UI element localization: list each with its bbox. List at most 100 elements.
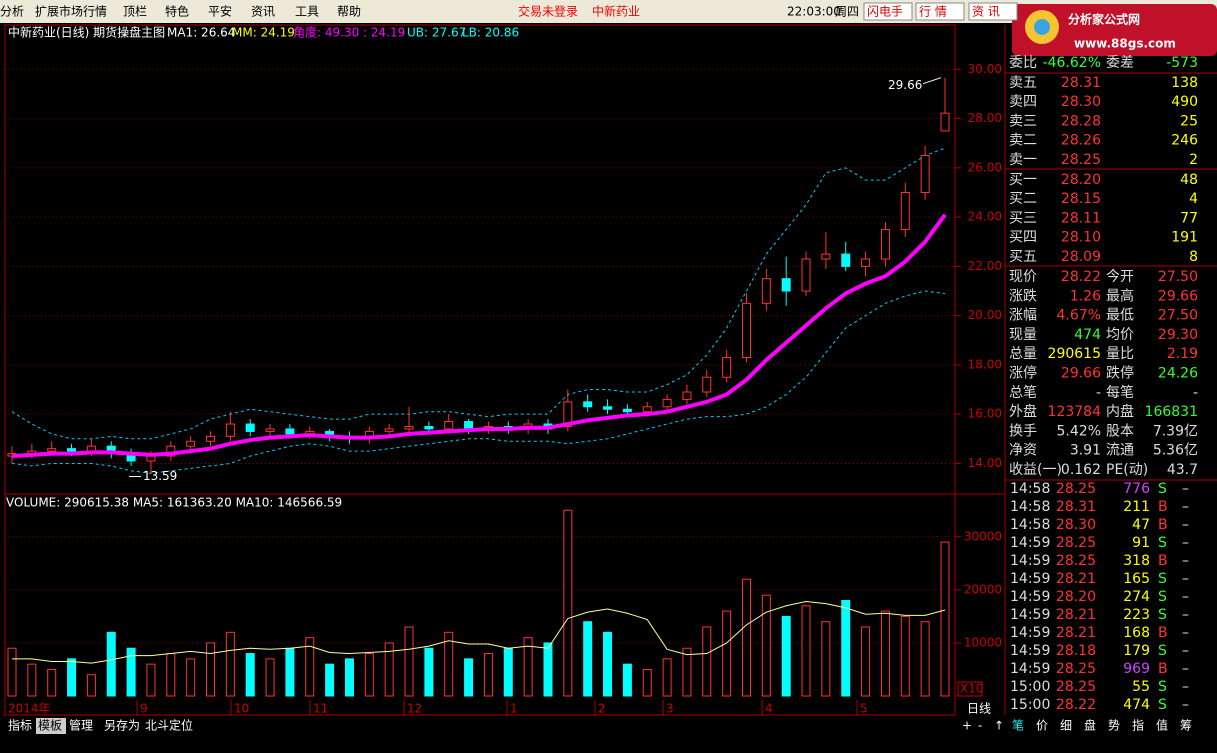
trade-price: 28.22 xyxy=(1056,697,1096,713)
book-volume: 191 xyxy=(1171,230,1198,246)
menu-item[interactable]: 特色 xyxy=(165,4,189,19)
y-tick-label: 20.00 xyxy=(968,308,1002,322)
volume-bar xyxy=(662,658,672,697)
logo-title: 分析家公式网 xyxy=(1068,12,1140,27)
trade-side: B xyxy=(1158,553,1168,569)
side-tab[interactable]: 细 xyxy=(1060,719,1072,733)
x-tick-label: 10 xyxy=(234,702,249,716)
menu-item[interactable]: 分析 xyxy=(0,5,24,19)
quote-label: 流通 xyxy=(1106,443,1134,459)
quote-label: 总量 xyxy=(1009,346,1037,362)
quote-label: 涨停 xyxy=(1009,365,1037,382)
volume-bar xyxy=(424,647,434,697)
volume-bar xyxy=(503,647,513,697)
side-tab[interactable]: 价 xyxy=(1036,719,1048,733)
volume-bar xyxy=(126,647,136,697)
side-tab[interactable]: 势 xyxy=(1108,719,1120,733)
y-tick-label: 10000 xyxy=(964,635,1002,649)
quote-value: 29.30 xyxy=(1158,327,1198,343)
bottom-tab[interactable]: 北斗定位 xyxy=(145,718,193,733)
side-tab[interactable]: 筹 xyxy=(1180,719,1192,733)
book-volume: 8 xyxy=(1189,249,1198,265)
quote-value: - xyxy=(1096,385,1101,401)
trade-side: S xyxy=(1158,679,1167,695)
trade-side: S xyxy=(1158,643,1167,659)
volume-bar xyxy=(603,631,613,697)
volume-bar xyxy=(821,621,831,697)
x-tick-label: 2 xyxy=(598,702,606,716)
trade-price: 28.21 xyxy=(1056,625,1096,641)
side-tab[interactable]: 盘 xyxy=(1084,718,1096,733)
button[interactable] xyxy=(915,2,965,21)
quote-label: 外盘 xyxy=(1009,403,1037,420)
trade-time: 15:00 xyxy=(1010,697,1050,713)
x-tick-label: 3 xyxy=(666,702,674,716)
trade-time: 14:59 xyxy=(1010,625,1050,641)
button-label[interactable]: 行 情 xyxy=(919,5,947,19)
unit-box xyxy=(957,681,983,697)
bottom-tab[interactable]: 指标 xyxy=(8,718,32,733)
trade-price: 28.25 xyxy=(1056,553,1096,569)
volume-bar xyxy=(543,642,553,697)
quote-value: 5.36亿 xyxy=(1153,443,1198,459)
volume-bar xyxy=(225,631,235,697)
trade-flag: – xyxy=(1182,553,1189,569)
weekday: 周四 xyxy=(835,5,859,19)
trade-flag: – xyxy=(1182,535,1189,551)
button[interactable] xyxy=(863,2,913,21)
candle-body xyxy=(622,408,632,413)
clock: 22:03:00 xyxy=(787,5,841,19)
volume-bar xyxy=(920,621,930,697)
side-control[interactable]: - xyxy=(978,719,982,733)
candle-body xyxy=(781,278,791,292)
logo-url: www.88gs.com xyxy=(1074,37,1176,51)
book-price: 28.09 xyxy=(1061,249,1101,265)
bottom-tab[interactable]: 模板 xyxy=(38,719,62,733)
candle-body xyxy=(861,258,871,267)
book-label: 买四 xyxy=(1009,230,1037,246)
side-tab[interactable]: 笔 xyxy=(1012,718,1024,733)
menu-item[interactable]: 顶栏 xyxy=(123,4,147,19)
menu-item[interactable]: 工具 xyxy=(295,5,319,19)
moving-average xyxy=(11,213,947,459)
trade-flag: – xyxy=(1182,679,1189,695)
candle-body xyxy=(563,401,573,427)
volume-bar xyxy=(702,626,712,697)
book-label: 买五 xyxy=(1009,249,1037,265)
quote-value: 7.39亿 xyxy=(1153,423,1198,439)
side-tab[interactable]: 值 xyxy=(1156,718,1168,733)
active-tab-bg xyxy=(36,718,66,734)
bottom-bar xyxy=(0,716,1217,753)
bottom-tab[interactable]: 管理 xyxy=(69,718,93,733)
volume-bar xyxy=(47,668,57,697)
quote-value: 29.66 xyxy=(1158,288,1198,304)
quote-value: 43.7 xyxy=(1167,462,1198,478)
trade-flag: – xyxy=(1182,589,1189,605)
button-label[interactable]: 资 讯 xyxy=(972,5,1000,19)
side-tab[interactable]: 指 xyxy=(1132,718,1144,733)
y-tick-label: 20000 xyxy=(964,582,1002,596)
volume-bar xyxy=(206,642,216,697)
book-price: 28.11 xyxy=(1061,210,1101,226)
trade-volume: 47 xyxy=(1132,517,1150,533)
quote-value: -573 xyxy=(1166,55,1198,71)
button-label[interactable]: 闪电手 xyxy=(867,5,903,19)
bottom-tab[interactable]: 另存为 xyxy=(104,719,140,733)
volume-bar xyxy=(940,541,950,697)
volume-ma xyxy=(12,601,946,664)
side-control[interactable]: ↑ xyxy=(994,719,1004,733)
quote-label: 现量 xyxy=(1009,327,1037,343)
candle-body xyxy=(880,228,890,260)
menu-item[interactable]: 资讯 xyxy=(251,5,275,19)
side-control[interactable]: + xyxy=(962,719,972,733)
volume-bar xyxy=(682,647,692,697)
button[interactable] xyxy=(968,2,1018,21)
trade-flag: – xyxy=(1182,625,1189,641)
quote-value: 5.42% xyxy=(1057,423,1101,439)
candle-body xyxy=(920,155,930,193)
menu-item[interactable]: 帮助 xyxy=(337,5,361,19)
trade-volume: 168 xyxy=(1123,625,1150,641)
menu-item[interactable]: 平安 xyxy=(208,4,232,19)
menu-item[interactable]: 扩展市场行情 xyxy=(35,4,107,19)
candle-body xyxy=(642,406,652,413)
